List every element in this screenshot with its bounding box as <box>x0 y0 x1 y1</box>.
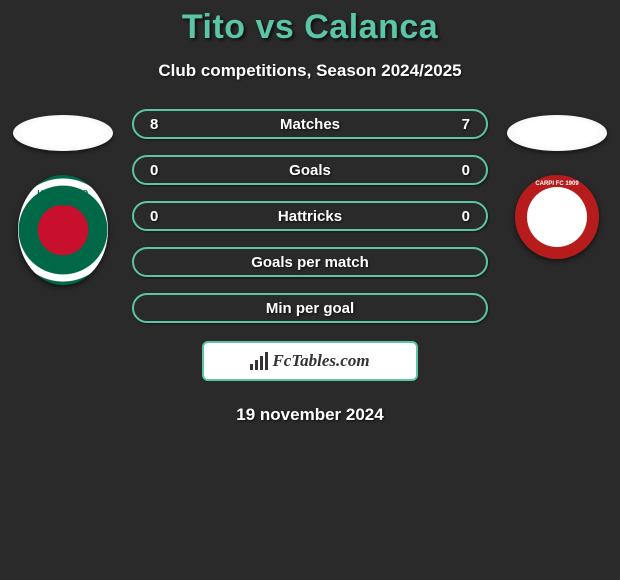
left-flag-ellipse <box>13 115 113 151</box>
stat-left-value: 8 <box>150 116 166 133</box>
date-text: 19 november 2024 <box>0 405 620 425</box>
comparison-card: Tito vs Calanca Club competitions, Seaso… <box>0 0 620 425</box>
stat-row-matches: 8 Matches 7 <box>132 109 488 139</box>
right-flag-ellipse <box>507 115 607 151</box>
stat-row-goals: 0 Goals 0 <box>132 155 488 185</box>
page-title: Tito vs Calanca <box>0 8 620 47</box>
stat-right-value: 0 <box>454 162 470 179</box>
stat-right-value: 7 <box>454 116 470 133</box>
main-area: 8 Matches 7 0 Goals 0 0 Hattricks 0 Goal… <box>0 109 620 323</box>
stat-right-value: 0 <box>454 208 470 225</box>
left-club-badge <box>18 175 108 285</box>
bars-icon <box>250 352 268 370</box>
stat-label: Goals per match <box>166 254 454 271</box>
stat-row-min-per-goal: Min per goal <box>132 293 488 323</box>
left-column <box>8 109 118 285</box>
source-logo-box: FcTables.com <box>202 341 418 381</box>
stat-left-value: 0 <box>150 162 166 179</box>
right-column <box>502 109 612 259</box>
stat-row-goals-per-match: Goals per match <box>132 247 488 277</box>
stats-column: 8 Matches 7 0 Goals 0 0 Hattricks 0 Goal… <box>118 109 502 323</box>
stat-row-hattricks: 0 Hattricks 0 <box>132 201 488 231</box>
source-logo-text: FcTables.com <box>272 351 369 371</box>
stat-label: Matches <box>166 116 454 133</box>
stat-label: Min per goal <box>166 300 454 317</box>
subtitle: Club competitions, Season 2024/2025 <box>0 61 620 81</box>
stat-label: Hattricks <box>166 208 454 225</box>
stat-label: Goals <box>166 162 454 179</box>
right-club-badge <box>515 175 599 259</box>
stat-left-value: 0 <box>150 208 166 225</box>
